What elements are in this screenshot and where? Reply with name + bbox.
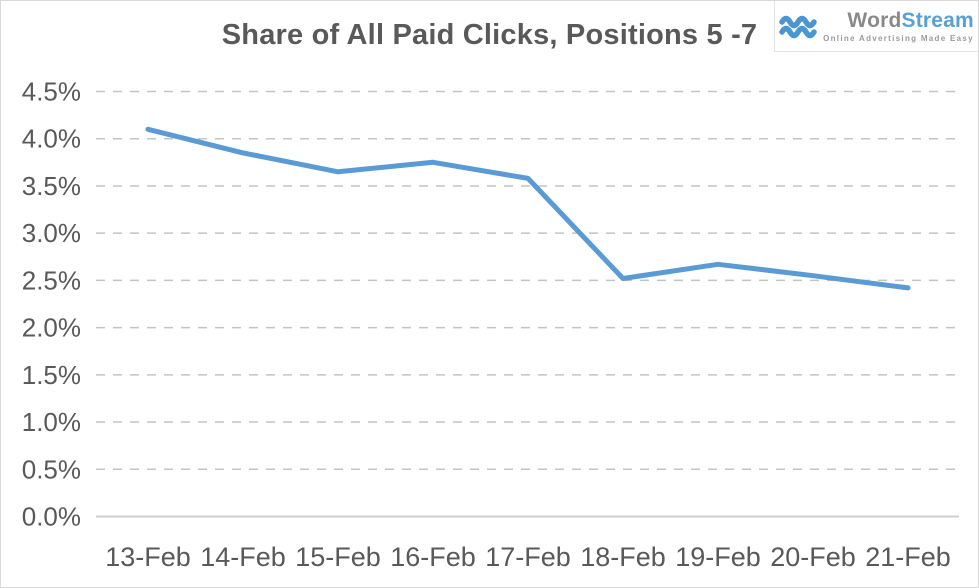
x-axis-tick-label: 18-Feb [580,542,666,572]
logo-word: Word [847,8,902,32]
y-axis-tick-label: 1.0% [22,407,81,437]
logo-brand-text: WordStream [847,8,974,32]
x-axis-tick-label: 21-Feb [865,542,951,572]
y-axis-tick-label: 2.5% [22,265,81,295]
chart-title: Share of All Paid Clicks, Positions 5 -7 [221,19,758,51]
logo-tagline: Online Advertising Made Easy [823,33,974,43]
x-axis-tick-label: 20-Feb [770,542,856,572]
x-axis-tick-label: 13-Feb [105,542,191,572]
y-axis-tick-label: 3.5% [22,171,81,201]
series-line [145,126,911,291]
y-axis-tick-label: 1.5% [22,360,81,390]
x-axis-tick-label: 17-Feb [485,542,571,572]
y-axis-tick-label: 0.5% [22,454,81,484]
logo-stream: Stream [901,8,974,32]
wordstream-logo: WordStream Online Advertising Made Easy [774,1,978,52]
x-axis-tick-label: 14-Feb [200,542,286,572]
x-axis-tick-label: 15-Feb [295,542,381,572]
waves-icon [779,15,817,38]
y-axis-tick-label: 4.0% [22,124,81,154]
y-axis-tick-label: 2.0% [22,313,81,343]
y-axis-tick-label: 3.0% [22,218,81,248]
y-axis-tick-label: 4.5% [22,77,81,107]
y-axis-tick-label: 0.0% [22,502,81,532]
x-axis-tick-label: 16-Feb [390,542,476,572]
x-axis-tick-label: 19-Feb [675,542,761,572]
